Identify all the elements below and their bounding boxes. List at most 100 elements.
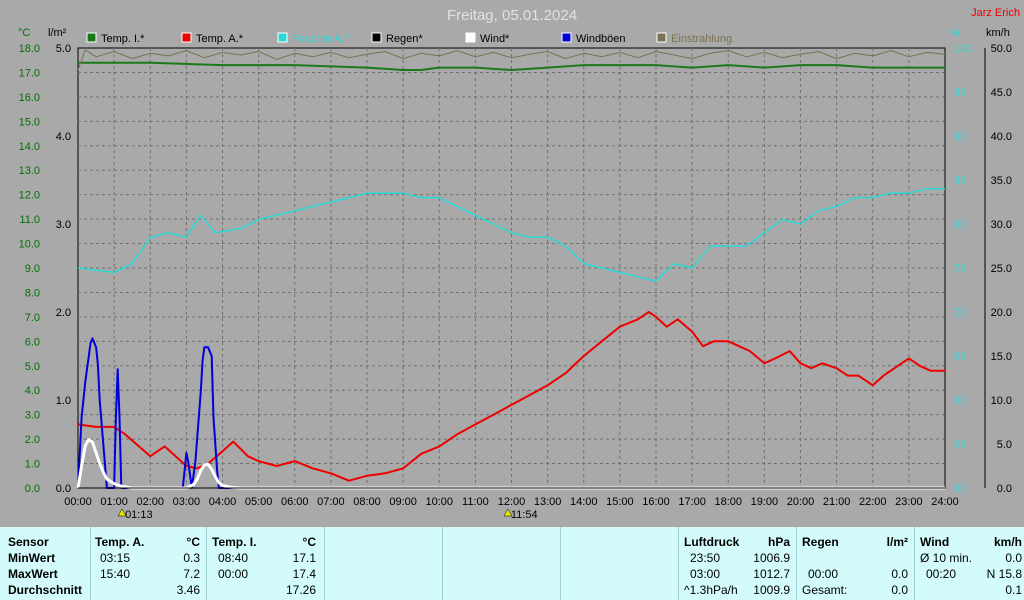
author-label: Jarz Erich [971, 7, 1020, 19]
legend-label: Wind* [480, 33, 510, 45]
x-tick-label: 09:00 [389, 496, 417, 508]
series-temp-inside [78, 61, 945, 71]
x-tick-label: 21:00 [823, 496, 851, 508]
rain-tick-label: 4.0 [56, 131, 71, 143]
temp-tick-label: 10.0 [19, 239, 40, 251]
x-tick-label: 10:00 [425, 496, 453, 508]
temp-tick-label: 2.0 [25, 434, 40, 446]
humidity-tick-label: 50 [954, 483, 966, 495]
wind-tick-label: 10.0 [991, 395, 1012, 407]
legend-label: Einstrahlung [671, 33, 732, 45]
humidity-tick-label: 65 [954, 351, 966, 363]
x-tick-label: 13:00 [534, 496, 562, 508]
temp-tick-label: 4.0 [25, 385, 40, 397]
chart-legend: Temp. I.* Temp. A.* Feuchte A.* Regen* Wind*… [86, 32, 732, 45]
rain-max-time: 00:00 [808, 567, 839, 581]
humidity-tick-label: 70 [954, 307, 966, 319]
x-tick-label: 06:00 [281, 496, 309, 508]
x-tick-label: 04:00 [209, 496, 237, 508]
temp-tick-label: 0.0 [25, 483, 40, 495]
humidity-tick-label: 95 [954, 87, 966, 99]
legend-label: Windböen [576, 33, 626, 45]
legend-label: Temp. A.* [196, 33, 244, 45]
wind-tick-label: 40.0 [991, 131, 1012, 143]
humidity-tick-label: 90 [954, 131, 966, 143]
temp-in-max: 17.4 [292, 567, 316, 581]
chart-title: Freitag, 05.01.2024 [447, 7, 577, 24]
pressure-min: 1006.9 [753, 551, 790, 565]
x-tick-label: 02:00 [136, 496, 164, 508]
rain-tick-label: 0.0 [56, 483, 71, 495]
sun-marker-icon [503, 508, 513, 517]
wind-max-time: 00:20 [926, 567, 957, 581]
temp-tick-label: 7.0 [25, 312, 40, 324]
statistics-table: Sensor MinWert MaxWert Durchschnitt Temp… [0, 527, 1024, 600]
pressure-header: Luftdruck [684, 535, 740, 549]
temp-out-avg: 3.46 [176, 583, 200, 597]
rain-tick-label: 3.0 [56, 219, 71, 231]
temp-tick-label: 18.0 [19, 43, 40, 55]
wind-avg-label: Ø 10 min. [920, 551, 973, 565]
pressure-min-time: 23:50 [690, 551, 721, 565]
x-tick-label: 15:00 [606, 496, 634, 508]
x-tick-label: 07:00 [317, 496, 345, 508]
temp-axis-unit: °C [18, 27, 30, 39]
temp-tick-label: 12.0 [19, 190, 40, 202]
pressure-unit: hPa [767, 535, 790, 549]
wind-header: Wind [920, 535, 950, 549]
x-tick-label: 18:00 [714, 496, 742, 508]
row-label-min: MinWert [8, 551, 56, 565]
wind-tick-label: 15.0 [991, 351, 1012, 363]
temp-out-min-time: 03:15 [100, 551, 131, 565]
chart-markers: 01:13 11:54 [117, 508, 538, 521]
x-tick-label: 03:00 [173, 496, 201, 508]
axis-ticks: 00:00 01:00 02:00 03:00 04:00 05:00 06:00 07:00… [19, 43, 1012, 508]
legend-swatch [465, 32, 476, 43]
sun-marker-icon [117, 508, 127, 517]
temp-tick-label: 3.0 [25, 410, 40, 422]
temp-tick-label: 15.0 [19, 116, 40, 128]
legend-label: Regen* [386, 33, 423, 45]
temp-in-unit: °C [302, 535, 316, 549]
humidity-tick-label: 80 [954, 219, 966, 231]
row-label-max: MaxWert [8, 567, 58, 581]
x-tick-label: 20:00 [787, 496, 815, 508]
wind-avg: 0.1 [1005, 583, 1022, 597]
wind-tick-label: 30.0 [991, 219, 1012, 231]
legend-label: Feuchte A.* [292, 33, 350, 45]
temp-out-min: 0.3 [183, 551, 200, 565]
pressure-max: 1012.7 [753, 567, 790, 581]
rain-tick-label: 2.0 [56, 307, 71, 319]
series-humidity [77, 188, 945, 282]
temp-tick-label: 14.0 [19, 141, 40, 153]
wind-tick-label: 25.0 [991, 263, 1012, 275]
x-tick-label: 22:00 [859, 496, 887, 508]
x-tick-label: 11:00 [462, 496, 489, 508]
pressure-trend: ^1.3hPa/h [684, 583, 738, 597]
x-tick-label: 08:00 [353, 496, 381, 508]
humidity-axis-unit: % [950, 27, 960, 39]
rain-header: Regen [802, 535, 839, 549]
rain-unit: l/m² [886, 535, 908, 549]
temp-out-header: Temp. A. [95, 535, 145, 549]
x-tick-label: 16:00 [642, 496, 670, 508]
temp-out-max: 7.2 [183, 567, 200, 581]
temp-in-min: 17.1 [292, 551, 316, 565]
temp-tick-label: 5.0 [25, 361, 40, 373]
x-tick-label: 17:00 [678, 496, 706, 508]
humidity-tick-label: 75 [954, 263, 966, 275]
legend-swatch [86, 32, 97, 43]
x-tick-label: 19:00 [751, 496, 779, 508]
row-label-avg: Durchschnitt [8, 583, 83, 597]
temp-out-max-time: 15:40 [100, 567, 131, 581]
wind-unit: km/h [993, 535, 1022, 549]
wind-tick-label: 20.0 [991, 307, 1012, 319]
humidity-tick-label: 100 [954, 43, 972, 55]
temp-in-header: Temp. I. [212, 535, 257, 549]
legend-label: Temp. I.* [101, 33, 145, 45]
humidity-tick-label: 55 [954, 439, 966, 451]
rain-total-label: Gesamt: [802, 583, 848, 597]
wind-min: 0.0 [1005, 551, 1022, 565]
legend-swatch [277, 32, 288, 43]
x-tick-label: 05:00 [245, 496, 273, 508]
